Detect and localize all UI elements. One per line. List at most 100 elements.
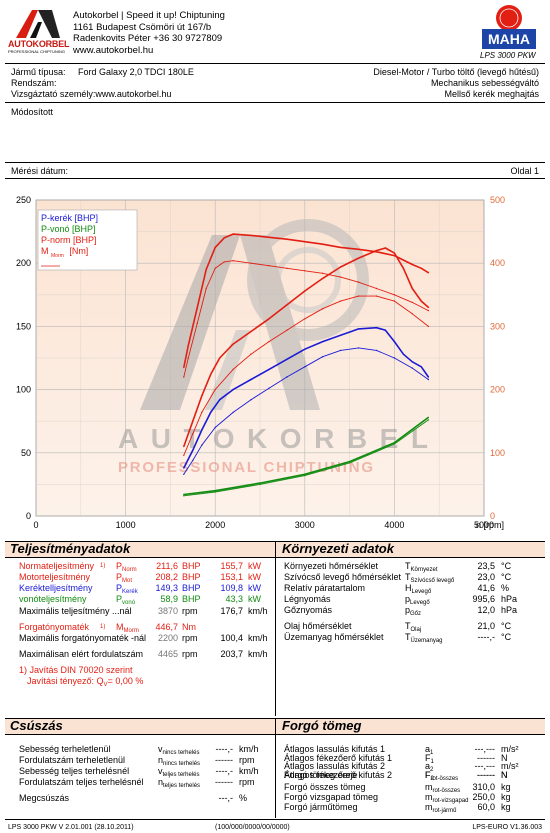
- data-point: [393, 254, 396, 257]
- company-info: Autokorbel | Speed it up! Chiptuning 116…: [73, 10, 225, 56]
- env-symbol-subscript: Üzemanyag: [410, 638, 443, 644]
- data-point: [214, 267, 216, 269]
- slip-symbol-letter: v: [158, 766, 163, 776]
- env-unit: °C: [501, 621, 512, 631]
- data-point: [348, 462, 351, 464]
- dyno-chart: AUTOKORBEL PROFESSIONAL CHIPTUNING 0 1000…: [16, 195, 505, 530]
- data-point: [214, 246, 216, 249]
- inertia-label: Átlagos fékezőerő kifutás 2: [284, 769, 393, 780]
- inertia-symbol: Frot-összes: [425, 770, 458, 785]
- series-line: [183, 247, 429, 447]
- perf-value-kw: 153,1: [220, 572, 243, 582]
- data-point: [393, 294, 396, 296]
- env-value: 995,6: [472, 594, 495, 604]
- perf-symbol: PKerék: [116, 583, 138, 598]
- data-point: [322, 277, 324, 280]
- env-symbol-subscript: Levegő: [411, 589, 432, 595]
- data-point: [304, 318, 306, 320]
- inertia-unit: N: [501, 752, 508, 763]
- slip-label: Fordulatszám terheletlenül: [19, 755, 126, 765]
- tester-value: www.autokorbel.hu: [95, 89, 172, 99]
- max-torque-label: Maximális forgatónyomaték -nál: [19, 633, 147, 643]
- data-point: [357, 328, 360, 330]
- data-point: [250, 353, 252, 355]
- data-point: [348, 460, 351, 463]
- x-tick-label: 3000: [295, 520, 315, 530]
- slip-value: ------: [215, 755, 233, 765]
- inertia-symbol: mrot-vizsgapad: [425, 792, 469, 807]
- inertia-label: Forgó járműtömeg: [284, 802, 358, 812]
- data-point: [201, 411, 203, 414]
- perf-footnote-mark: 1): [100, 563, 106, 569]
- data-point: [420, 267, 422, 269]
- inertia-symbol-subscript: 2: [430, 767, 434, 773]
- data-point: [192, 420, 194, 422]
- perf-symbol: Pvonó: [116, 594, 135, 609]
- env-value: 12,0: [477, 605, 495, 615]
- inertia-symbol-subscript: 1: [430, 758, 434, 765]
- inertia-title: Forgó tömeg: [282, 718, 362, 733]
- y-right-tick-label: 100: [490, 448, 505, 458]
- perf-label: vonóteljesítmény: [19, 594, 87, 604]
- x-tick-label: 5000: [474, 520, 494, 530]
- engine-type: Diesel-Motor / Turbo töltő (levegő hűtés…: [373, 67, 539, 77]
- x-tick-label: 0: [33, 520, 38, 530]
- perf-value-bhp: 208,2: [155, 572, 178, 582]
- data-point: [250, 262, 252, 264]
- inertia-symbol: a2: [425, 761, 433, 776]
- data-point: [214, 491, 216, 493]
- y-right-tick-label: 500: [490, 195, 505, 205]
- gearbox-type: Mechanikus sebességváltó: [430, 78, 539, 88]
- data-point: [411, 263, 413, 266]
- perf-symbol-subscript: vonó: [122, 600, 136, 606]
- drive-type: Mellső kerék meghajtás: [444, 89, 539, 99]
- data-point: [411, 287, 413, 290]
- data-point: [304, 290, 306, 292]
- slip-symbol-subscript: teljes terhelés: [162, 772, 200, 778]
- inertia-symbol-letter: F: [425, 752, 431, 763]
- data-point: [232, 260, 234, 262]
- torque-symbol: MMorm: [116, 622, 139, 637]
- data-point: [384, 329, 387, 331]
- inertia-value: ---,---: [474, 761, 495, 771]
- data-point: [393, 300, 396, 302]
- data-point: [393, 340, 396, 343]
- y-right-tick-label: 0: [490, 511, 495, 521]
- data-point: [427, 416, 430, 419]
- env-value: 23,0: [477, 572, 495, 582]
- data-point: [187, 357, 189, 359]
- max-speed-label: Maximálisan elért fordulatszám: [19, 649, 144, 659]
- inertia-symbol-letter: F: [425, 769, 431, 780]
- divider: [5, 819, 545, 820]
- env-symbol: pGőz: [405, 605, 421, 620]
- divider: [5, 63, 545, 64]
- env-symbol-letter: H: [405, 583, 412, 593]
- data-point: [375, 251, 378, 253]
- inertia-unit: m/s²: [501, 761, 519, 771]
- data-point: [223, 261, 225, 263]
- max-speed-speed: 203,7: [220, 649, 243, 659]
- data-point: [411, 367, 413, 369]
- env-label: Gőznyomás: [284, 605, 333, 615]
- data-point: [339, 349, 342, 352]
- perf-label: Normateljesítmény: [19, 561, 95, 571]
- perf-unit-bhp: BHP: [182, 572, 201, 582]
- env-label: Légnyomás: [284, 594, 331, 604]
- series-line: [183, 347, 429, 475]
- env-unit: hPa: [501, 605, 518, 615]
- inertia-symbol-subscript: 1: [430, 750, 434, 756]
- max-torque-speed: 100,4: [220, 633, 243, 643]
- perf-symbol-letter: P: [116, 561, 123, 571]
- perf-label: Motorteljesítmény: [19, 572, 91, 582]
- data-point: [322, 272, 324, 274]
- torque-label: Forgatónyomaték: [19, 622, 90, 632]
- inertia-symbol-letter: m: [425, 782, 433, 792]
- slip-symbol: nteljes terhelés: [158, 777, 200, 792]
- env-symbol-subscript: Levegő: [410, 600, 430, 606]
- data-point: [411, 301, 413, 304]
- data-point: [219, 399, 221, 401]
- env-value: ----,-: [477, 632, 496, 642]
- watermark-letter-icon: [205, 330, 250, 410]
- company-address: 1161 Budapest Csömöri út 167/b: [73, 21, 212, 33]
- data-point: [286, 329, 288, 331]
